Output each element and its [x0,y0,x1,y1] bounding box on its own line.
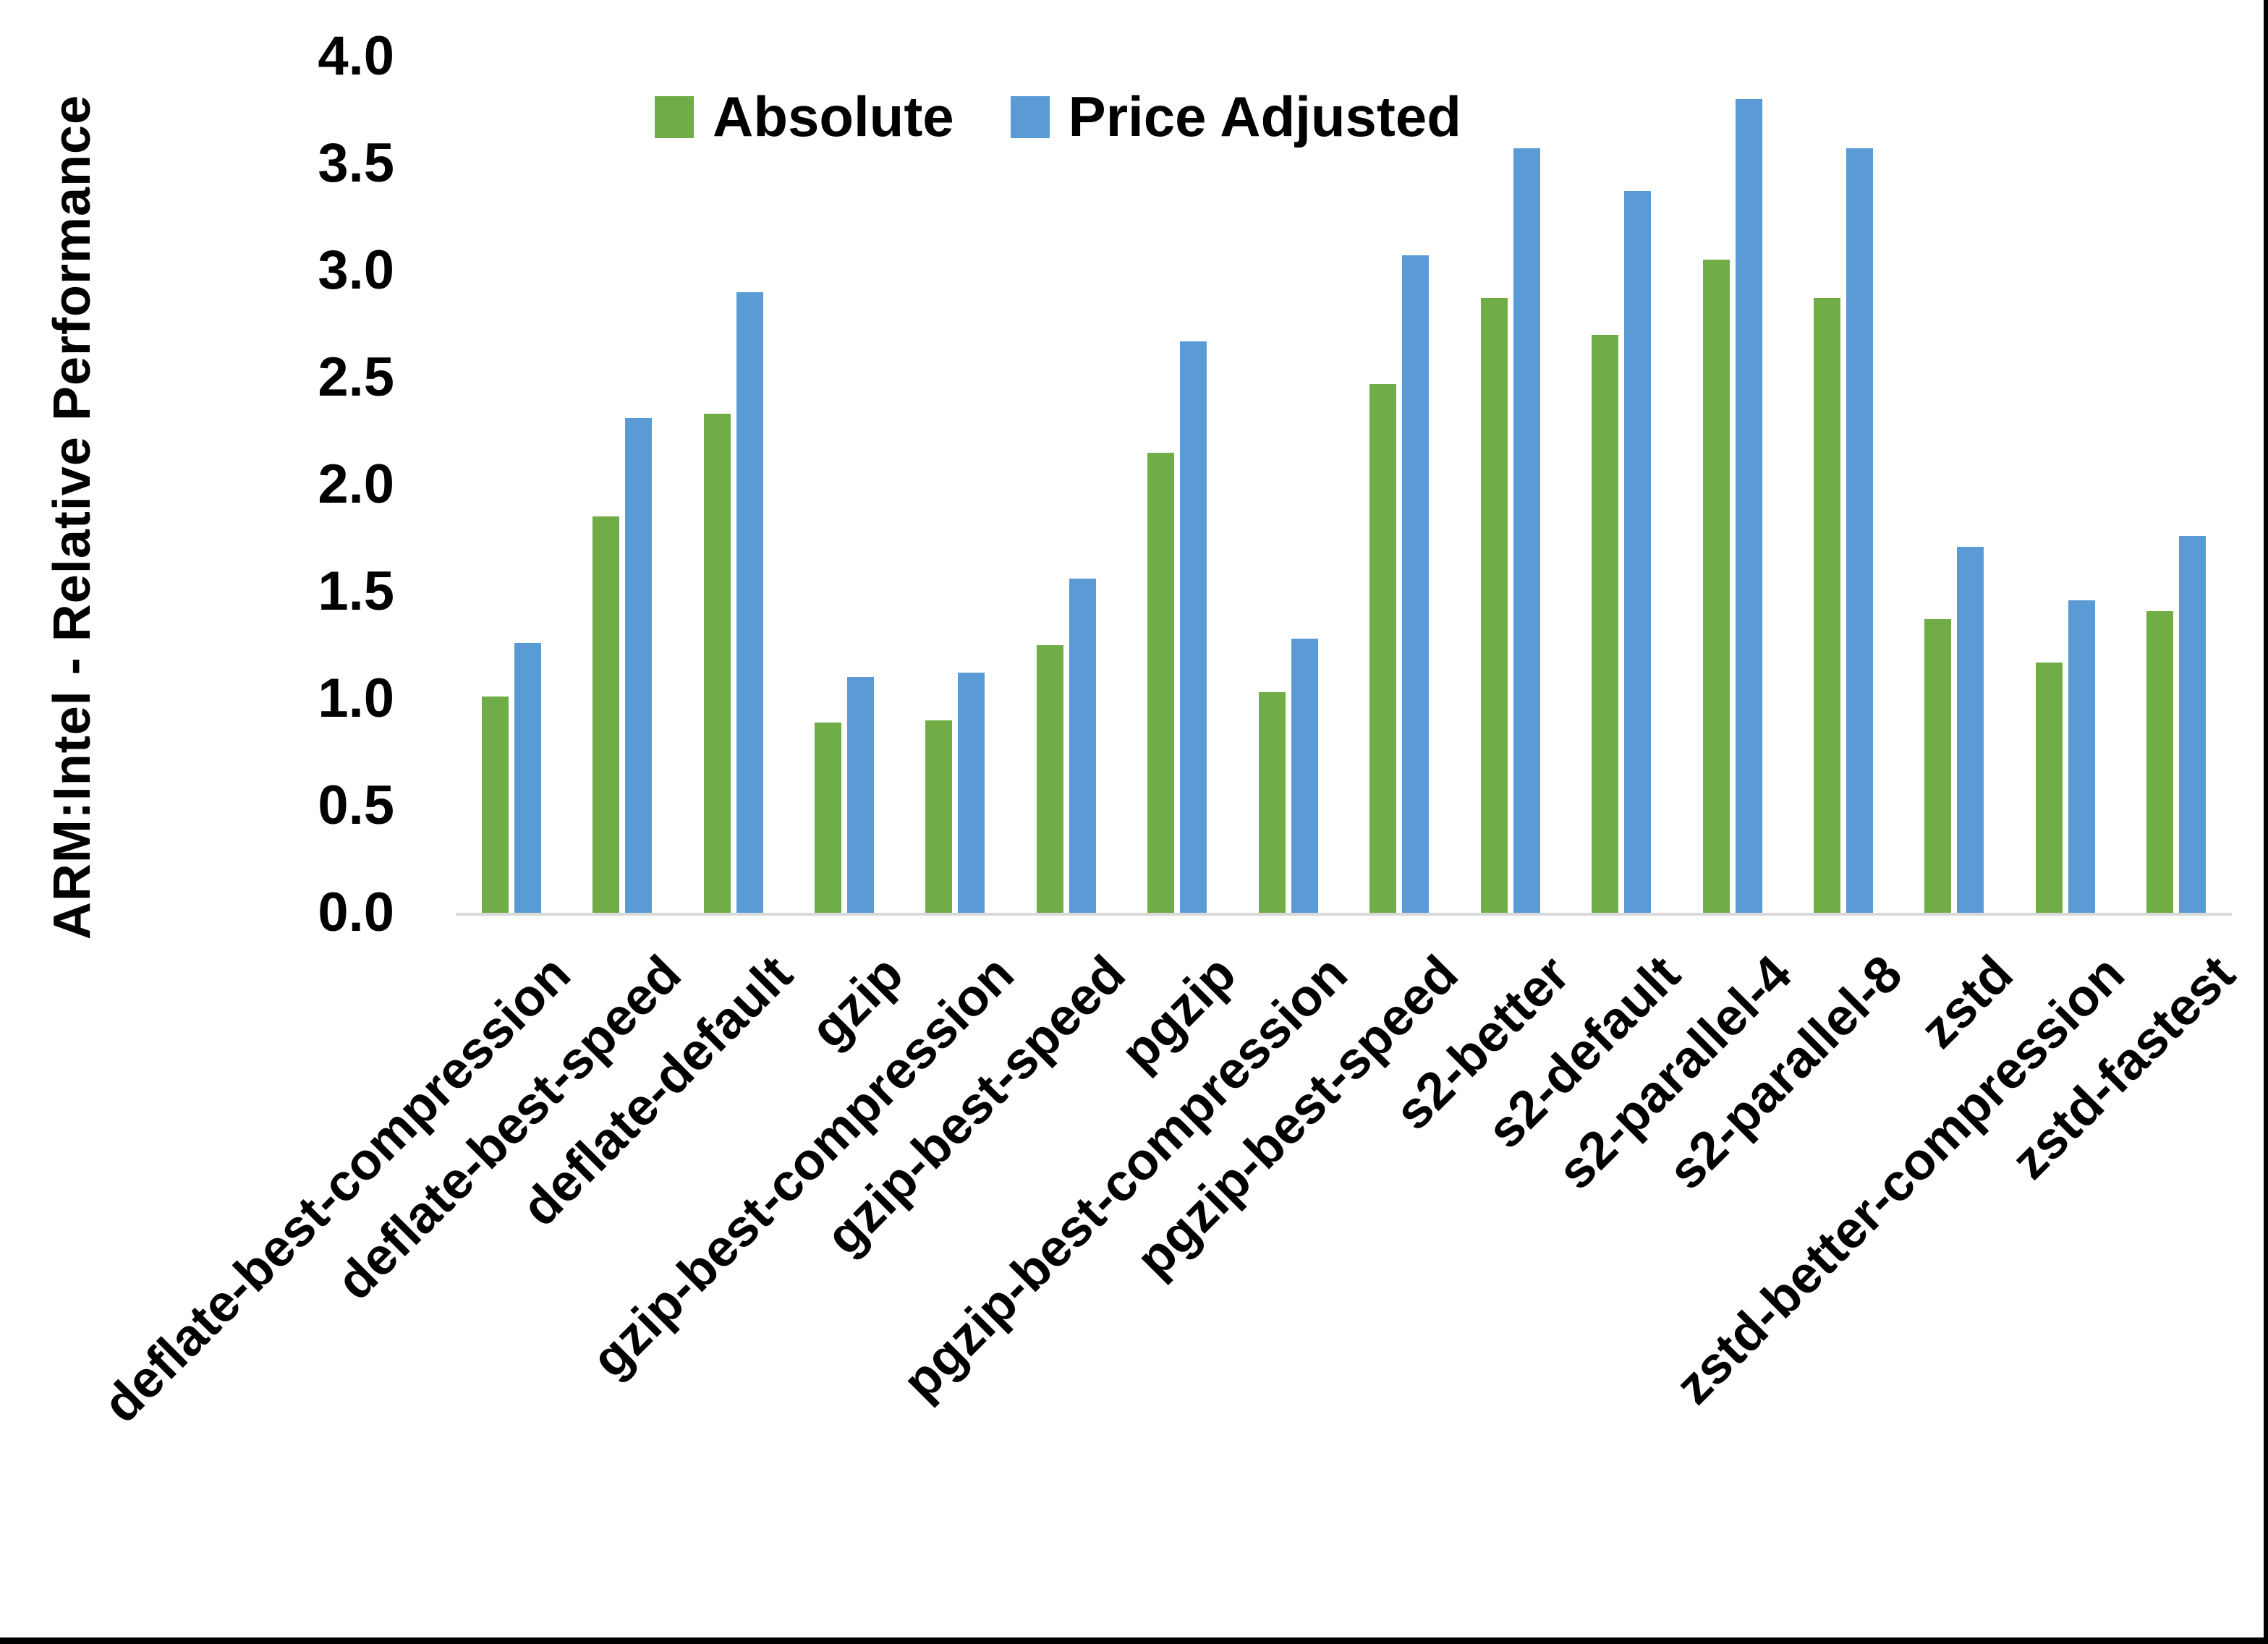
bar-price-adjusted-deflate-best-speed [625,418,653,913]
bar-absolute-s2-parallel-4 [1702,260,1730,913]
bar-absolute-gzip-best-compression [925,720,953,913]
bar-price-adjusted-zstd [1957,546,1984,913]
y-tick-label: 0.5 [318,775,394,836]
bar-price-adjusted-zstd-better-compression [2068,600,2095,913]
bar-absolute-deflate-best-compression [481,697,509,913]
y-tick-label: 1.5 [318,561,394,622]
bar-price-adjusted-zstd-fastest [2179,536,2207,913]
legend-swatch-icon [655,95,694,138]
y-tick-label: 2.0 [318,453,394,515]
bar-price-adjusted-gzip-best-compression [958,673,985,913]
bar-absolute-s2-default [1592,334,1619,913]
bottom-border [0,1637,2268,1644]
bar-price-adjusted-gzip [847,677,875,913]
bar-price-adjusted-deflate-default [736,291,763,913]
legend-label: Absolute [713,85,954,148]
legend-item-absolute: Absolute [655,84,954,150]
bar-absolute-deflate-default [703,414,731,913]
right-border [2264,0,2268,1644]
bar-absolute-zstd-fastest [2146,610,2174,913]
y-tick-label: 0.0 [318,882,394,943]
bar-absolute-deflate-best-speed [593,516,620,913]
y-tick-label: 4.0 [318,25,394,87]
bar-price-adjusted-pgzip-best-compression [1291,639,1318,913]
x-axis-line [456,913,2232,916]
bar-price-adjusted-gzip-best-speed [1069,579,1096,913]
legend-item-price-adjusted: Price Adjusted [1010,84,1461,150]
bar-price-adjusted-pgzip-best-speed [1402,255,1430,913]
bar-price-adjusted-s2-default [1624,191,1652,913]
bar-absolute-s2-better [1480,298,1508,913]
bar-absolute-gzip-best-speed [1036,645,1063,913]
bar-price-adjusted-s2-parallel-4 [1735,99,1762,913]
bar-price-adjusted-pgzip [1180,341,1207,913]
bar-price-adjusted-s2-better [1513,148,1540,913]
bar-absolute-pgzip [1147,452,1175,913]
bar-price-adjusted-s2-parallel-8 [1846,148,1873,913]
bar-absolute-s2-parallel-8 [1813,298,1840,913]
legend: Absolute Price Adjusted [655,84,1461,150]
bar-absolute-pgzip-best-compression [1258,692,1286,913]
legend-swatch-icon [1010,95,1050,138]
y-tick-label: 3.0 [318,239,394,301]
bar-absolute-gzip [815,722,842,913]
bar-absolute-zstd [1924,619,1952,913]
bar-price-adjusted-deflate-best-compression [514,643,541,913]
y-tick-label: 1.0 [318,668,394,729]
bar-absolute-pgzip-best-speed [1369,383,1397,913]
bar-absolute-zstd-better-compression [2035,662,2063,913]
y-tick-label: 2.5 [318,346,394,408]
legend-label: Price Adjusted [1068,85,1461,148]
y-tick-label: 3.5 [318,132,394,194]
